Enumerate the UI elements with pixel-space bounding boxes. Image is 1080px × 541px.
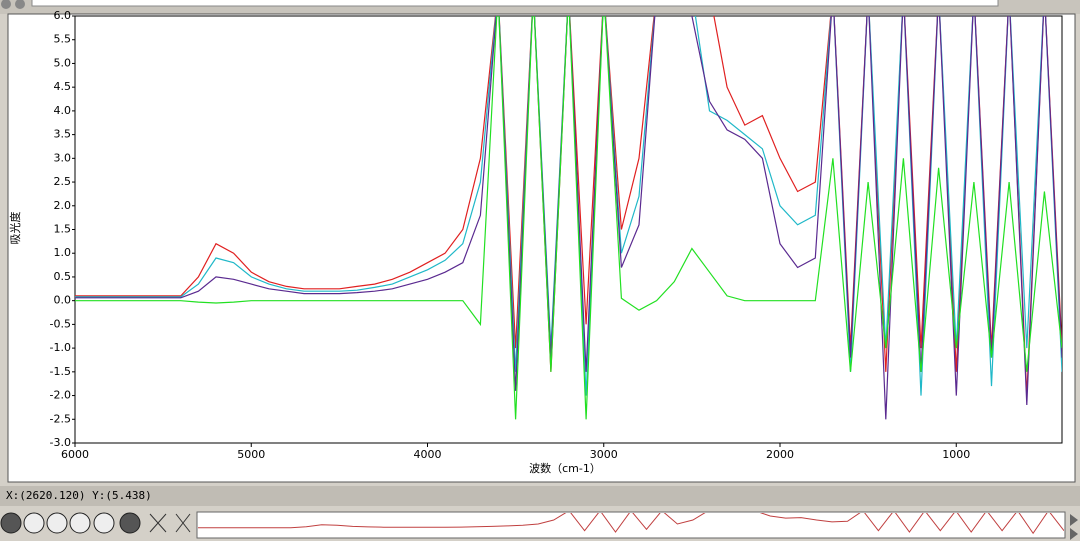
- y-tick-label: -0.5: [50, 317, 71, 330]
- tool-button[interactable]: [119, 512, 141, 534]
- y-tick-label: -2.0: [50, 389, 71, 402]
- y-tick-label: 2.5: [54, 175, 72, 188]
- overview-line: [198, 513, 1064, 535]
- spectrum-line: [75, 16, 1062, 396]
- x-tick-label: 4000: [414, 448, 442, 461]
- y-tick-label: 4.5: [54, 80, 72, 93]
- x-axis-label: 波数（cm-1）: [529, 462, 601, 475]
- y-tick-label: 6.0: [54, 9, 72, 22]
- y-tick-label: -1.0: [50, 341, 71, 354]
- path-field[interactable]: [31, 0, 999, 7]
- y-tick-label: 5.5: [54, 33, 72, 46]
- y-tick-label: -1.5: [50, 365, 71, 378]
- tool-button[interactable]: [46, 512, 68, 534]
- tool-button[interactable]: [93, 512, 115, 534]
- plot-area: [75, 16, 1062, 420]
- y-tick-label: 5.0: [54, 56, 72, 69]
- plot-panel: [7, 13, 1076, 483]
- y-tick-label: 2.0: [54, 199, 72, 212]
- spectrum-line: [75, 16, 1062, 420]
- x-tick-label: 5000: [237, 448, 265, 461]
- x-tick-label: 3000: [590, 448, 618, 461]
- status-text: X:(2620.120) Y:(5.438): [6, 489, 152, 502]
- y-tick-label: -3.0: [50, 436, 71, 449]
- tool-button[interactable]: [23, 512, 45, 534]
- zoom-tool[interactable]: [149, 513, 167, 533]
- y-tick-label: 3.5: [54, 128, 72, 141]
- status-bar: [0, 486, 1080, 506]
- y-tick-label: 1.5: [54, 223, 72, 236]
- x-tick-label: 6000: [61, 448, 89, 461]
- y-tick-label: -2.5: [50, 412, 71, 425]
- overview-plot: [198, 513, 1064, 535]
- y-axis-label: 吸光度: [8, 212, 22, 245]
- nav-button[interactable]: [1, 0, 11, 9]
- y-tick-label: 0.5: [54, 270, 72, 283]
- tool-button[interactable]: [69, 512, 91, 534]
- y-tick-label: 1.0: [54, 246, 72, 259]
- x-tick-label: 1000: [942, 448, 970, 461]
- y-tick-label: 4.0: [54, 104, 72, 117]
- y-tick-label: 3.0: [54, 151, 72, 164]
- zoom-tool[interactable]: [175, 513, 191, 533]
- spectrum-line: [75, 16, 1062, 420]
- nav-button[interactable]: [15, 0, 25, 9]
- y-tick-label: 0.0: [54, 294, 72, 307]
- toolbar: [0, 512, 191, 534]
- tool-button[interactable]: [0, 512, 22, 534]
- x-tick-label: 2000: [766, 448, 794, 461]
- scroll-arrows[interactable]: [1070, 514, 1078, 540]
